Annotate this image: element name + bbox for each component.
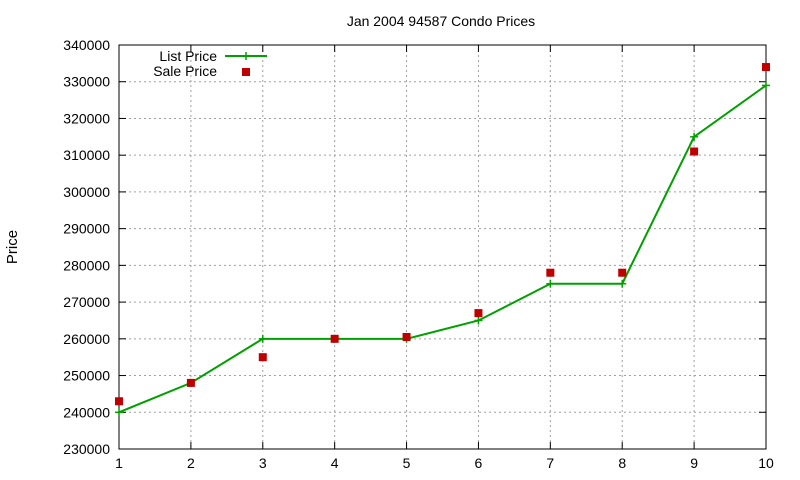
x-tick-label: 1 bbox=[115, 455, 123, 471]
x-tick-label: 5 bbox=[403, 455, 411, 471]
list-price-point bbox=[762, 81, 770, 90]
x-tick-label: 8 bbox=[618, 455, 626, 471]
chart-title: Jan 2004 94587 Condo Prices bbox=[347, 13, 535, 29]
sale-price-point bbox=[762, 63, 770, 72]
list-price-point bbox=[690, 132, 699, 141]
legend-label-sale-price: Sale Price bbox=[153, 63, 217, 79]
sale-price-point bbox=[618, 268, 627, 277]
list-price-point bbox=[115, 408, 123, 417]
list-price-point bbox=[618, 279, 627, 288]
x-tick-label: 6 bbox=[475, 455, 483, 471]
y-axis-label: Price bbox=[4, 230, 21, 264]
y-tick-label: 320000 bbox=[63, 110, 110, 126]
sale-price-point bbox=[115, 397, 123, 406]
series bbox=[115, 63, 770, 417]
x-tick-label: 3 bbox=[259, 455, 267, 471]
sale-price-point bbox=[330, 334, 339, 343]
y-tick-label: 250000 bbox=[63, 368, 110, 384]
x-tick-label: 7 bbox=[546, 455, 554, 471]
sale-price-point bbox=[690, 147, 699, 156]
y-tick-label: 310000 bbox=[63, 147, 110, 163]
list-price-point bbox=[474, 316, 483, 325]
y-tick-label: 260000 bbox=[63, 331, 110, 347]
list-price-point bbox=[258, 334, 267, 343]
y-tick-label: 240000 bbox=[63, 404, 110, 420]
x-axis-ticks: 1 2 3 4 5 6 7 8 9 10 bbox=[115, 45, 774, 471]
x-tick-label: 4 bbox=[331, 455, 339, 471]
y-tick-label: 290000 bbox=[63, 221, 110, 237]
sale-price-point bbox=[474, 309, 483, 318]
sale-price-point bbox=[546, 268, 555, 277]
x-tick-label: 10 bbox=[758, 455, 774, 471]
y-tick-label: 300000 bbox=[63, 184, 110, 200]
legend-marker-list-price bbox=[242, 52, 250, 60]
x-tick-label: 2 bbox=[187, 455, 195, 471]
y-tick-label: 230000 bbox=[63, 441, 110, 457]
x-tick-label: 9 bbox=[690, 455, 698, 471]
y-tick-label: 330000 bbox=[63, 74, 110, 90]
sale-price-point bbox=[402, 332, 411, 341]
series-line-list-price bbox=[118, 84, 767, 414]
y-axis-ticks: 230000 240000 250000 260000 270000 280000 2900… bbox=[63, 37, 766, 457]
legend: List Price Sale Price bbox=[153, 48, 267, 79]
grid bbox=[119, 45, 766, 449]
y-tick-label: 270000 bbox=[63, 294, 110, 310]
list-price-point bbox=[546, 279, 555, 288]
y-tick-label: 340000 bbox=[63, 37, 110, 53]
plot-frame bbox=[118, 44, 767, 450]
legend-plus-glyph bbox=[242, 52, 250, 60]
sale-price-point bbox=[258, 353, 267, 362]
legend-label-list-price: List Price bbox=[159, 48, 217, 64]
sale-price-point bbox=[186, 378, 195, 387]
legend-marker-sale-price bbox=[242, 68, 250, 76]
y-tick-label: 280000 bbox=[63, 257, 110, 273]
plot-border bbox=[118, 44, 767, 450]
